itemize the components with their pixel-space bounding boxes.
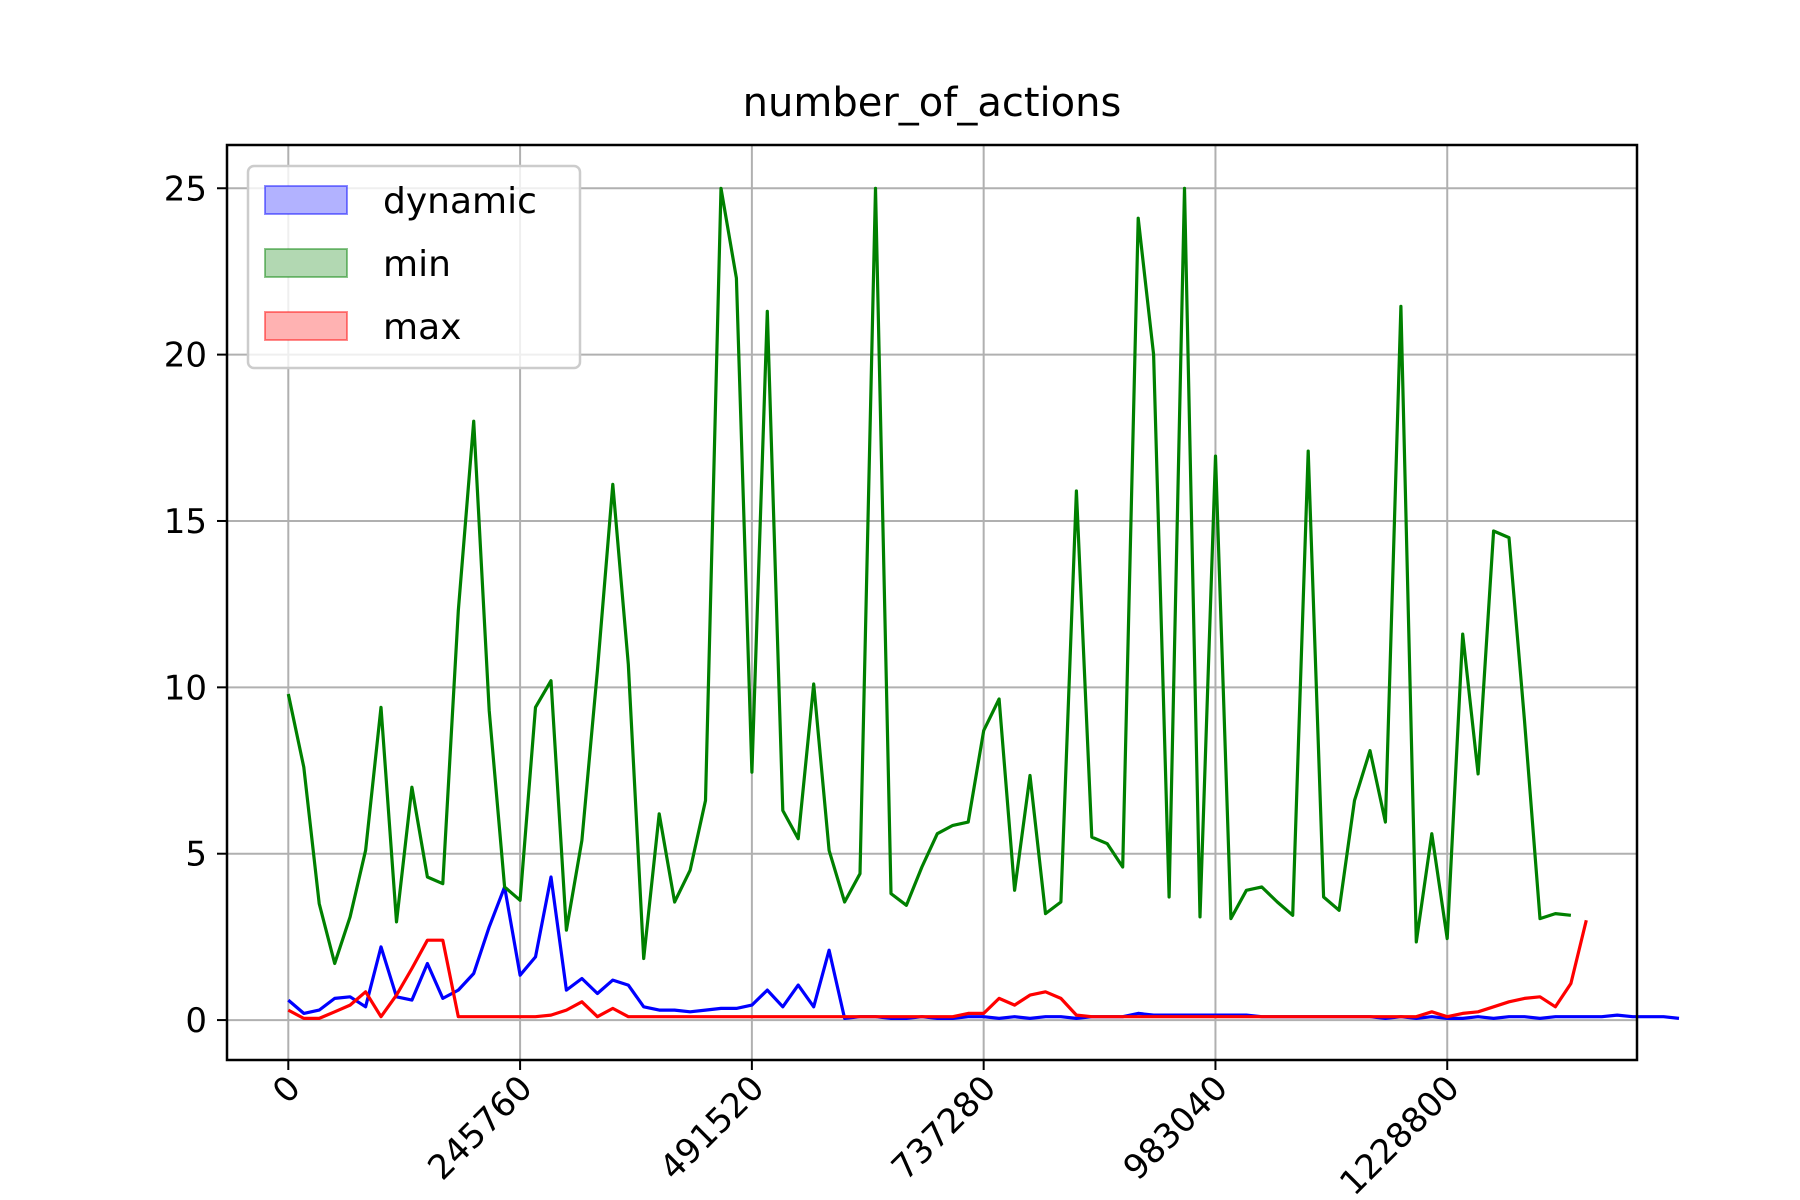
x-tick-label: 491520 <box>652 1068 772 1188</box>
legend-label-max: max <box>383 307 461 348</box>
x-tick-label: 0 <box>265 1068 309 1112</box>
y-tick-label: 10 <box>164 668 207 708</box>
series-dynamic-line <box>287 875 1680 1021</box>
legend-label-dynamic: dynamic <box>383 181 537 222</box>
x-tick-label: 983040 <box>1116 1068 1236 1188</box>
series-max-line <box>287 919 1588 1021</box>
y-tick-label: 5 <box>185 835 207 875</box>
legend-label-min: min <box>383 244 451 285</box>
series-lines <box>286 186 1680 1021</box>
legend: dynamic min max <box>246 164 582 370</box>
x-tick-label: 245760 <box>420 1068 540 1188</box>
y-tick-label: 15 <box>164 502 207 542</box>
series-min-line <box>286 186 1572 966</box>
plot-area-frame <box>225 143 1639 1062</box>
y-tick-label: 25 <box>164 169 207 209</box>
y-tick-label: 0 <box>185 1001 207 1041</box>
x-tick-label: 1228800 <box>1332 1068 1467 1200</box>
chart-title: number_of_actions <box>743 80 1122 126</box>
legend-swatch-dynamic <box>264 185 348 215</box>
legend-swatch-min <box>264 248 348 278</box>
x-tick-label: 737280 <box>884 1068 1004 1188</box>
y-tick-label: 20 <box>164 336 207 376</box>
legend-swatch-max <box>264 311 348 341</box>
